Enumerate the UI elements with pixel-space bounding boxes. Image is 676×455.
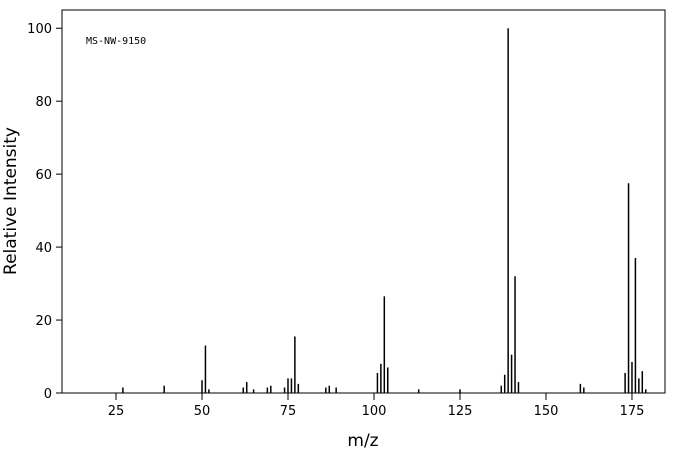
y-tick-label: 80 [35,95,52,110]
x-tick-label: 100 [362,404,387,419]
x-tick-label: 75 [280,404,297,419]
y-tick-label: 40 [35,241,52,256]
x-tick-label: 150 [534,404,559,419]
annotation: MS-NW-9150 [86,36,146,47]
x-tick-label: 175 [620,404,645,419]
y-tick-label: 60 [35,168,52,183]
plot-frame [61,9,666,394]
y-axis-label: Relative Intensity [1,127,21,275]
x-tick-label: 50 [194,404,211,419]
x-tick-label: 125 [448,404,473,419]
y-tick-label: 20 [35,314,52,329]
y-tick-label: 0 [44,387,52,402]
y-tick-label: 100 [27,22,52,37]
x-axis-label: m/z [347,431,378,451]
x-tick-label: 25 [108,404,125,419]
